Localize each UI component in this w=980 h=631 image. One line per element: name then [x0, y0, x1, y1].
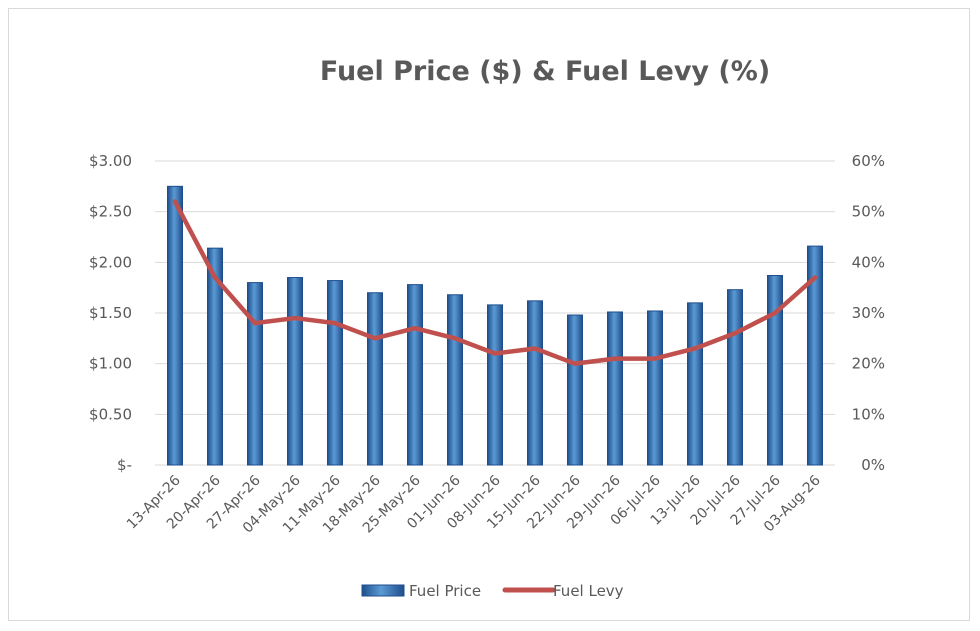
left-tick-label: $2.50 [89, 203, 132, 221]
x-axis-ticks: 13-Apr-2620-Apr-2627-Apr-2604-May-2611-M… [124, 472, 824, 536]
legend: Fuel Price Fuel Levy [361, 582, 624, 600]
fuel-price-bar [207, 247, 223, 466]
fuel-price-bar [167, 185, 183, 466]
right-axis-ticks: 0% 10% 20% 30% 40% 50% 60% [852, 152, 885, 474]
left-axis-ticks: $- $0.50 $1.00 $1.50 $2.00 $2.50 $3.00 [89, 152, 132, 474]
left-tick-label: $0.50 [89, 405, 132, 423]
left-tick-label: $1.00 [89, 355, 132, 373]
fuel-price-bar [807, 245, 823, 466]
levy-line-group [172, 199, 818, 366]
right-tick-label: 10% [852, 405, 885, 423]
right-tick-label: 40% [852, 253, 885, 271]
fuel-price-bar [527, 300, 543, 466]
bars [167, 185, 823, 466]
gridlines [155, 160, 835, 466]
fuel-price-bar [247, 282, 263, 466]
right-tick-label: 30% [852, 304, 885, 322]
fuel-price-bar [647, 310, 663, 466]
fuel-price-bar [407, 284, 423, 466]
legend-swatch-fuel-price [361, 584, 405, 597]
fuel-price-bar [567, 314, 583, 466]
fuel-price-bar [487, 304, 503, 466]
right-tick-label: 20% [852, 355, 885, 373]
left-tick-label: $3.00 [89, 152, 132, 170]
right-tick-label: 60% [852, 152, 885, 170]
fuel-levy-line [172, 199, 818, 366]
legend-label-fuel-levy: Fuel Levy [553, 582, 624, 600]
fuel-price-bar [727, 289, 743, 466]
fuel-price-bar [607, 311, 623, 466]
fuel-price-bar [327, 280, 343, 466]
legend-label-fuel-price: Fuel Price [409, 582, 481, 600]
fuel-price-bar [447, 294, 463, 466]
left-tick-label: $- [117, 456, 132, 474]
fuel-price-bar [367, 292, 383, 466]
left-tick-label: $1.50 [89, 304, 132, 322]
fuel-price-bar [687, 302, 703, 466]
fuel-price-bar [287, 277, 303, 466]
fuel-price-bar [767, 275, 783, 466]
left-tick-label: $2.00 [89, 253, 132, 271]
right-tick-label: 50% [852, 203, 885, 221]
chart-title: Fuel Price ($) & Fuel Levy (%) [320, 56, 770, 87]
right-tick-label: 0% [861, 456, 885, 474]
